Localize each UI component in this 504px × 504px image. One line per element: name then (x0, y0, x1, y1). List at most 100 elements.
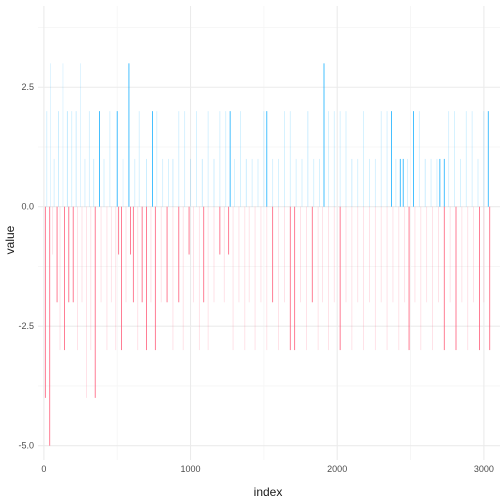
positive-bar (134, 158, 136, 207)
negative-bar (483, 206, 485, 303)
negative-bar (461, 206, 463, 303)
negative-bar (49, 206, 51, 446)
positive-bar (251, 158, 253, 207)
y-tick-labels: -5.0 -2.5 0.0 2.5 (18, 82, 34, 450)
x-tick-labels: 0 1000 2000 3000 (41, 464, 494, 474)
negative-bar (254, 206, 256, 351)
positive-bar (289, 111, 291, 207)
negative-bar (432, 206, 433, 351)
positive-bar (93, 158, 95, 207)
x-tick-label: 1000 (181, 464, 201, 474)
positive-bar (122, 158, 124, 207)
negative-bar (232, 206, 234, 351)
positive-bar (172, 158, 174, 207)
negative-bar (52, 206, 54, 255)
y-tick-label: -2.5 (18, 321, 34, 331)
positive-bar (363, 111, 364, 207)
positive-bar (219, 111, 221, 207)
y-axis-title: value (3, 225, 17, 254)
positive-bar (272, 158, 274, 207)
positive-bar (58, 111, 59, 207)
negative-bar (228, 206, 230, 255)
negative-bar (132, 206, 134, 303)
positive-bar (357, 158, 359, 207)
negative-bar (414, 206, 416, 303)
negative-bar (306, 206, 307, 351)
positive-bar (418, 111, 420, 207)
positive-bar (75, 111, 77, 207)
negative-bar (94, 206, 96, 398)
positive-bar (328, 111, 329, 207)
negative-bar (333, 206, 335, 303)
negative-bar (363, 206, 364, 351)
positive-bar (229, 111, 231, 207)
negative-bar (351, 206, 353, 351)
positive-bar (213, 158, 215, 207)
negative-bar (160, 206, 162, 303)
negative-bar (311, 206, 313, 303)
positive-bar (380, 111, 382, 207)
negative-bar (193, 206, 194, 303)
negative-bar (115, 206, 117, 351)
negative-bar (77, 206, 78, 351)
negative-bar (141, 206, 143, 303)
negative-bar (322, 206, 323, 303)
negative-bar (289, 206, 291, 351)
negative-bar (178, 206, 180, 303)
negative-bar (357, 206, 359, 303)
positive-bar (225, 111, 227, 207)
positive-bar (66, 111, 68, 207)
negative-bar (392, 206, 394, 303)
negative-bar (203, 206, 205, 303)
positive-bar (62, 63, 64, 207)
negative-bar (369, 206, 370, 303)
positive-bar (319, 158, 320, 207)
positive-bar (116, 111, 118, 207)
positive-bar (152, 111, 153, 207)
positive-bar (399, 158, 401, 207)
positive-bar (443, 158, 445, 207)
negative-bar (125, 206, 127, 303)
positive-bar (138, 111, 140, 207)
x-tick-label: 2000 (327, 464, 347, 474)
positive-bar (184, 111, 186, 207)
negative-bar (130, 206, 131, 255)
negative-bar (328, 206, 329, 351)
positive-bar (168, 158, 169, 207)
positive-bar (391, 111, 392, 207)
negative-bar (300, 206, 301, 303)
negative-bar (284, 206, 285, 303)
positive-bar (266, 111, 268, 207)
x-axis-title: index (254, 485, 283, 499)
positive-bar (245, 158, 247, 207)
negative-bar (166, 206, 168, 303)
negative-bar (106, 206, 108, 351)
positive-bar (80, 63, 81, 207)
negative-bar (223, 206, 225, 303)
positive-bar (257, 158, 259, 207)
positive-bar (278, 158, 279, 207)
x-tick-label: 3000 (474, 464, 494, 474)
positive-bar (162, 158, 164, 207)
negative-bar (443, 206, 445, 351)
negative-bar (404, 206, 406, 303)
negative-bar (59, 206, 61, 351)
positive-bar (477, 158, 479, 207)
positive-bar (53, 158, 55, 207)
positive-bar (439, 158, 441, 207)
negative-bar (339, 206, 341, 351)
negative-bar (146, 206, 147, 351)
positive-bar (71, 111, 73, 207)
negative-bar (81, 206, 83, 303)
positive-bar (424, 158, 426, 207)
negative-bar (213, 206, 215, 303)
positive-bar (190, 158, 191, 207)
negative-bar (317, 206, 319, 351)
negative-bar (118, 206, 120, 255)
negative-bar (188, 206, 190, 255)
negative-bar (248, 206, 250, 303)
negative-bar (72, 206, 74, 303)
negative-bar (449, 206, 451, 303)
positive-bar (46, 111, 48, 207)
